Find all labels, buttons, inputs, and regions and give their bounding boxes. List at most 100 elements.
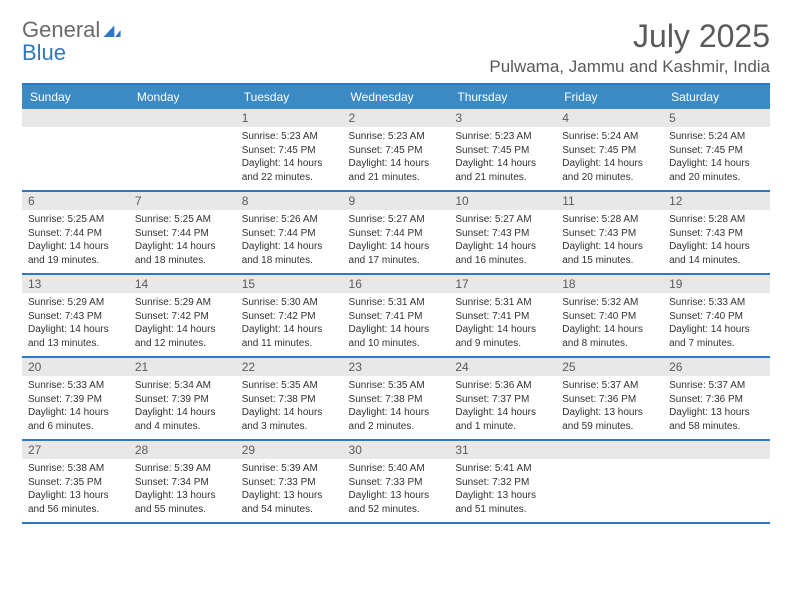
sunset-text: Sunset: 7:32 PM <box>455 476 550 490</box>
daylight-text: Daylight: 14 hours and 8 minutes. <box>562 323 657 350</box>
logo-sail-icon <box>102 18 122 41</box>
sunset-text: Sunset: 7:36 PM <box>669 393 764 407</box>
day-number: 8 <box>236 192 343 210</box>
day-cell: 15Sunrise: 5:30 AMSunset: 7:42 PMDayligh… <box>236 275 343 356</box>
day-cell: 23Sunrise: 5:35 AMSunset: 7:38 PMDayligh… <box>343 358 450 439</box>
daylight-text: Daylight: 14 hours and 20 minutes. <box>669 157 764 184</box>
day-cell: 13Sunrise: 5:29 AMSunset: 7:43 PMDayligh… <box>22 275 129 356</box>
day-cell: 27Sunrise: 5:38 AMSunset: 7:35 PMDayligh… <box>22 441 129 522</box>
sunrise-text: Sunrise: 5:38 AM <box>28 462 123 476</box>
week-row: 6Sunrise: 5:25 AMSunset: 7:44 PMDaylight… <box>22 192 770 275</box>
sunset-text: Sunset: 7:39 PM <box>135 393 230 407</box>
sunset-text: Sunset: 7:43 PM <box>28 310 123 324</box>
day-info: Sunrise: 5:38 AMSunset: 7:35 PMDaylight:… <box>22 459 129 522</box>
sunset-text: Sunset: 7:43 PM <box>562 227 657 241</box>
sunset-text: Sunset: 7:45 PM <box>242 144 337 158</box>
sunset-text: Sunset: 7:42 PM <box>242 310 337 324</box>
sunrise-text: Sunrise: 5:37 AM <box>669 379 764 393</box>
daylight-text: Daylight: 13 hours and 55 minutes. <box>135 489 230 516</box>
title-block: July 2025 Pulwama, Jammu and Kashmir, In… <box>489 18 770 77</box>
day-number: 27 <box>22 441 129 459</box>
daylight-text: Daylight: 13 hours and 51 minutes. <box>455 489 550 516</box>
day-number: 17 <box>449 275 556 293</box>
day-info <box>129 127 236 185</box>
daylight-text: Daylight: 13 hours and 59 minutes. <box>562 406 657 433</box>
daylight-text: Daylight: 13 hours and 54 minutes. <box>242 489 337 516</box>
day-cell: 18Sunrise: 5:32 AMSunset: 7:40 PMDayligh… <box>556 275 663 356</box>
day-info: Sunrise: 5:29 AMSunset: 7:42 PMDaylight:… <box>129 293 236 356</box>
day-info: Sunrise: 5:26 AMSunset: 7:44 PMDaylight:… <box>236 210 343 273</box>
day-info: Sunrise: 5:32 AMSunset: 7:40 PMDaylight:… <box>556 293 663 356</box>
day-number: 13 <box>22 275 129 293</box>
daylight-text: Daylight: 14 hours and 21 minutes. <box>349 157 444 184</box>
day-number: 4 <box>556 109 663 127</box>
day-info: Sunrise: 5:31 AMSunset: 7:41 PMDaylight:… <box>449 293 556 356</box>
day-cell <box>663 441 770 522</box>
dow-sunday: Sunday <box>22 85 129 109</box>
daylight-text: Daylight: 14 hours and 17 minutes. <box>349 240 444 267</box>
day-number: 1 <box>236 109 343 127</box>
sunset-text: Sunset: 7:33 PM <box>349 476 444 490</box>
sunrise-text: Sunrise: 5:30 AM <box>242 296 337 310</box>
day-number: 6 <box>22 192 129 210</box>
day-info: Sunrise: 5:34 AMSunset: 7:39 PMDaylight:… <box>129 376 236 439</box>
day-cell: 16Sunrise: 5:31 AMSunset: 7:41 PMDayligh… <box>343 275 450 356</box>
sunset-text: Sunset: 7:41 PM <box>455 310 550 324</box>
day-info: Sunrise: 5:28 AMSunset: 7:43 PMDaylight:… <box>663 210 770 273</box>
day-number: 29 <box>236 441 343 459</box>
month-title: July 2025 <box>489 18 770 55</box>
sunset-text: Sunset: 7:38 PM <box>242 393 337 407</box>
day-cell: 2Sunrise: 5:23 AMSunset: 7:45 PMDaylight… <box>343 109 450 190</box>
sunrise-text: Sunrise: 5:27 AM <box>455 213 550 227</box>
day-cell: 9Sunrise: 5:27 AMSunset: 7:44 PMDaylight… <box>343 192 450 273</box>
sunrise-text: Sunrise: 5:27 AM <box>349 213 444 227</box>
sunrise-text: Sunrise: 5:34 AM <box>135 379 230 393</box>
daylight-text: Daylight: 14 hours and 14 minutes. <box>669 240 764 267</box>
location: Pulwama, Jammu and Kashmir, India <box>489 57 770 77</box>
day-cell: 20Sunrise: 5:33 AMSunset: 7:39 PMDayligh… <box>22 358 129 439</box>
day-cell: 24Sunrise: 5:36 AMSunset: 7:37 PMDayligh… <box>449 358 556 439</box>
sunset-text: Sunset: 7:45 PM <box>455 144 550 158</box>
sunrise-text: Sunrise: 5:24 AM <box>562 130 657 144</box>
day-cell: 28Sunrise: 5:39 AMSunset: 7:34 PMDayligh… <box>129 441 236 522</box>
sunset-text: Sunset: 7:45 PM <box>669 144 764 158</box>
daylight-text: Daylight: 14 hours and 20 minutes. <box>562 157 657 184</box>
sunrise-text: Sunrise: 5:33 AM <box>669 296 764 310</box>
day-number: 2 <box>343 109 450 127</box>
sunrise-text: Sunrise: 5:39 AM <box>135 462 230 476</box>
day-cell: 17Sunrise: 5:31 AMSunset: 7:41 PMDayligh… <box>449 275 556 356</box>
day-cell: 3Sunrise: 5:23 AMSunset: 7:45 PMDaylight… <box>449 109 556 190</box>
day-cell: 26Sunrise: 5:37 AMSunset: 7:36 PMDayligh… <box>663 358 770 439</box>
day-number: 23 <box>343 358 450 376</box>
day-number: 3 <box>449 109 556 127</box>
daylight-text: Daylight: 14 hours and 18 minutes. <box>135 240 230 267</box>
sunrise-text: Sunrise: 5:31 AM <box>455 296 550 310</box>
sunrise-text: Sunrise: 5:35 AM <box>242 379 337 393</box>
daylight-text: Daylight: 14 hours and 21 minutes. <box>455 157 550 184</box>
daylight-text: Daylight: 14 hours and 7 minutes. <box>669 323 764 350</box>
logo: GeneralBlue <box>22 18 122 64</box>
day-number: 7 <box>129 192 236 210</box>
sunrise-text: Sunrise: 5:28 AM <box>669 213 764 227</box>
sunset-text: Sunset: 7:40 PM <box>562 310 657 324</box>
day-number: 5 <box>663 109 770 127</box>
sunset-text: Sunset: 7:39 PM <box>28 393 123 407</box>
sunset-text: Sunset: 7:40 PM <box>669 310 764 324</box>
day-cell: 12Sunrise: 5:28 AMSunset: 7:43 PMDayligh… <box>663 192 770 273</box>
day-info: Sunrise: 5:27 AMSunset: 7:44 PMDaylight:… <box>343 210 450 273</box>
day-cell: 21Sunrise: 5:34 AMSunset: 7:39 PMDayligh… <box>129 358 236 439</box>
day-cell <box>556 441 663 522</box>
header: GeneralBlue July 2025 Pulwama, Jammu and… <box>22 18 770 77</box>
day-number <box>663 441 770 459</box>
day-info: Sunrise: 5:23 AMSunset: 7:45 PMDaylight:… <box>343 127 450 190</box>
day-info: Sunrise: 5:39 AMSunset: 7:33 PMDaylight:… <box>236 459 343 522</box>
daylight-text: Daylight: 14 hours and 19 minutes. <box>28 240 123 267</box>
daylight-text: Daylight: 14 hours and 3 minutes. <box>242 406 337 433</box>
day-cell: 4Sunrise: 5:24 AMSunset: 7:45 PMDaylight… <box>556 109 663 190</box>
sunrise-text: Sunrise: 5:41 AM <box>455 462 550 476</box>
week-row: 1Sunrise: 5:23 AMSunset: 7:45 PMDaylight… <box>22 109 770 192</box>
day-cell: 19Sunrise: 5:33 AMSunset: 7:40 PMDayligh… <box>663 275 770 356</box>
sunrise-text: Sunrise: 5:29 AM <box>135 296 230 310</box>
day-number: 30 <box>343 441 450 459</box>
sunset-text: Sunset: 7:37 PM <box>455 393 550 407</box>
